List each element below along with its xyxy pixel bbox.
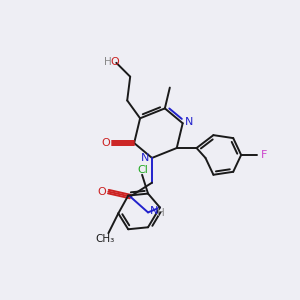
Text: Cl: Cl xyxy=(138,165,148,175)
Text: N: N xyxy=(150,206,158,216)
Text: O: O xyxy=(97,187,106,196)
Text: O: O xyxy=(101,138,110,148)
Text: N: N xyxy=(141,153,149,163)
Text: H: H xyxy=(103,57,111,67)
Text: N: N xyxy=(184,117,193,127)
Text: F: F xyxy=(261,150,267,160)
Text: O: O xyxy=(110,57,119,67)
Text: CH₃: CH₃ xyxy=(96,234,115,244)
Text: H: H xyxy=(157,208,165,218)
